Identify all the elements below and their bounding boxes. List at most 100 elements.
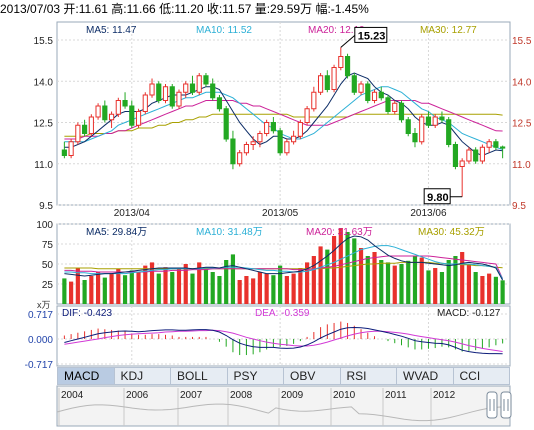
candlestick	[493, 139, 499, 150]
candle-body	[351, 75, 357, 93]
candle-body	[466, 149, 472, 162]
volume-bar	[426, 270, 431, 304]
macd-axis-tick-label: -0.717	[25, 360, 54, 371]
candlestick	[82, 119, 88, 137]
candlestick	[365, 81, 371, 104]
candlestick	[196, 73, 202, 95]
volume-bar	[385, 262, 391, 304]
price-axis-left-tick-label: 9.5	[39, 201, 53, 212]
tab-cci[interactable]: CCI	[459, 369, 481, 383]
candle-body	[297, 122, 303, 137]
candlestick	[317, 73, 324, 95]
candle-body	[122, 100, 128, 107]
volume-bar	[251, 278, 256, 304]
candle-body	[432, 116, 438, 126]
candle-body	[183, 83, 189, 93]
volume-bar	[325, 249, 330, 304]
candlestick	[304, 106, 310, 126]
candlestick	[351, 73, 357, 95]
candlestick	[149, 78, 155, 98]
macd-panel-frame	[56, 305, 511, 367]
candlestick	[230, 130, 236, 170]
volume-bar	[217, 276, 222, 304]
candlestick	[203, 73, 209, 87]
candlestick	[425, 111, 432, 128]
volume-bar	[487, 273, 492, 304]
candle-body	[486, 141, 492, 148]
tab-rsi[interactable]: RSI	[341, 368, 397, 384]
candle-body	[95, 105, 101, 118]
candle-body	[149, 83, 155, 96]
volume-bar	[224, 260, 229, 304]
price-axis-left-tick-label: 11.0	[34, 160, 53, 171]
timeline-scroll-handle-left[interactable]	[486, 391, 498, 419]
candle-body	[169, 86, 175, 107]
candlestick	[291, 130, 297, 145]
candlestick	[297, 119, 303, 139]
tab-obv[interactable]: OBV	[284, 368, 341, 384]
candle-body	[324, 75, 330, 90]
timeline-year-label: 2007	[180, 390, 203, 401]
volume-bar	[237, 280, 242, 304]
candle-body	[446, 119, 452, 145]
candlestick	[243, 141, 250, 156]
tab-macd[interactable]: MACD	[58, 368, 115, 384]
price-axis-left-tick-label: 15.5	[34, 36, 54, 47]
candlestick	[122, 92, 128, 109]
volume-bar	[102, 277, 107, 304]
candle-body	[216, 97, 223, 110]
volume-bar	[197, 262, 202, 304]
candle-body	[344, 56, 351, 77]
volume-bar	[372, 252, 377, 304]
candle-body	[398, 102, 405, 121]
volume-bar	[311, 256, 316, 304]
candle-body	[331, 67, 337, 90]
candle-body	[459, 160, 465, 167]
macd-legend-dif: DIF: -0.423	[62, 308, 112, 319]
candlestick	[439, 111, 445, 123]
volume-bar	[82, 280, 87, 304]
volume-bar	[176, 268, 182, 304]
volume-bar	[278, 265, 283, 304]
volume-axis-tick-label: 75	[42, 240, 54, 251]
candle-body	[493, 141, 499, 148]
volume-axis-tick-label: 50	[42, 260, 54, 271]
volume-ma5-line	[64, 235, 504, 281]
volume-axis-tick-label: 100	[36, 220, 53, 231]
high-price-label: 15.23	[358, 30, 386, 42]
candle-body	[385, 97, 391, 112]
candle-body	[405, 119, 411, 134]
candlestick	[75, 122, 81, 145]
candlestick	[338, 47, 344, 71]
stock-header: 2013/07/03 开:11.61 高:11.66 低:11.20 收:11.…	[0, 0, 534, 18]
price-ma30-line	[64, 113, 503, 137]
candle-body	[284, 141, 290, 154]
header-close: 收:11.57	[206, 2, 252, 16]
candle-body	[338, 56, 344, 68]
candle-body	[88, 116, 94, 134]
tab-psy[interactable]: PSY	[228, 368, 284, 384]
candlestick	[473, 147, 479, 164]
timeline-scroll-handle-right[interactable]	[500, 391, 512, 419]
candlestick	[176, 89, 182, 109]
volume-bar	[399, 264, 404, 304]
low-price-callout: 9.80	[423, 188, 463, 205]
volume-bar	[345, 232, 350, 304]
price-legend-ma5: MA5: 11.47	[86, 25, 137, 36]
header-open: 开:11.61	[63, 2, 108, 16]
volume-bar	[318, 246, 323, 304]
volume-bar	[129, 270, 134, 304]
candlestick	[108, 111, 115, 128]
candle-body	[452, 144, 459, 167]
macd-dif-line	[64, 326, 503, 355]
candlestick	[479, 144, 485, 164]
tab-wvad[interactable]: WVAD	[397, 368, 454, 384]
volume-bar	[116, 268, 121, 304]
volume-bar	[291, 273, 296, 304]
candle-body	[176, 91, 182, 107]
timeline-history-outline	[56, 403, 511, 422]
tab-kdj[interactable]: KDJ	[115, 368, 171, 384]
candle-body	[61, 149, 67, 156]
price-axis-left-tick-label: 12.5	[34, 119, 54, 130]
tab-boll[interactable]: BOLL	[171, 368, 228, 384]
